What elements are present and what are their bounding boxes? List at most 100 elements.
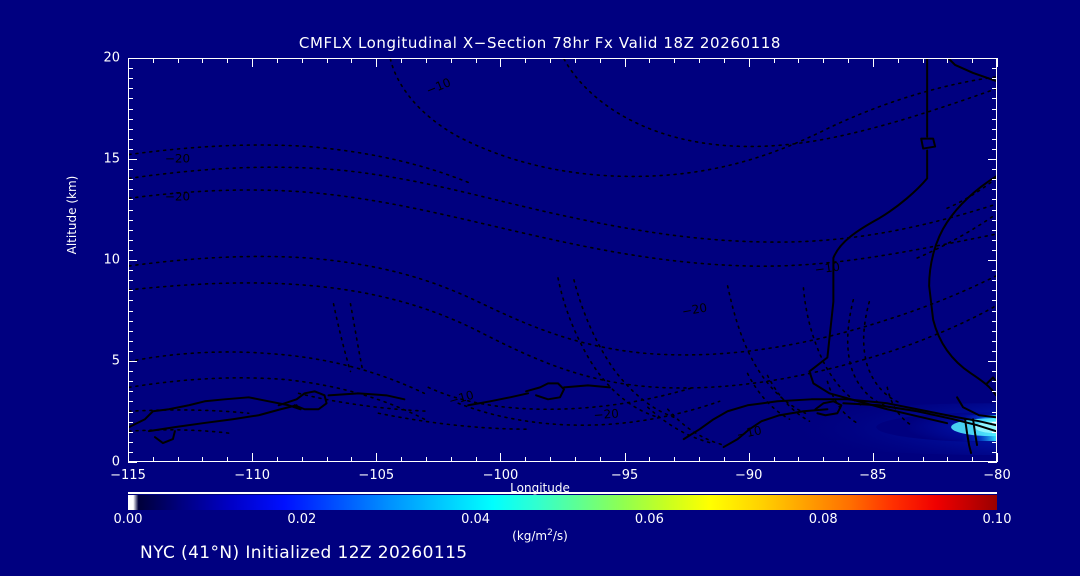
x-minor-tick-top [674, 58, 675, 63]
x-minor-tick-top [848, 58, 849, 63]
y-minor-tick [128, 149, 133, 150]
y-major-tick-right [988, 462, 997, 463]
x-minor-tick [898, 457, 899, 462]
y-minor-tick-right [992, 391, 997, 392]
x-minor-tick-top [351, 58, 352, 63]
y-minor-tick-right [992, 270, 997, 271]
x-tick-label: −95 [610, 468, 639, 483]
y-major-tick [128, 260, 137, 261]
y-minor-tick [128, 129, 133, 130]
y-minor-tick [128, 371, 133, 372]
y-minor-tick-right [992, 189, 997, 190]
x-major-tick [625, 453, 626, 462]
x-minor-tick-top [525, 58, 526, 63]
y-tick-label: 20 [103, 50, 120, 66]
y-minor-tick-right [992, 300, 997, 301]
y-minor-tick [128, 412, 133, 413]
y-tick-label: 5 [111, 353, 120, 369]
x-minor-tick-top [575, 58, 576, 63]
x-minor-tick [649, 457, 650, 462]
x-minor-tick [401, 457, 402, 462]
colorbar-tick-label: 0.06 [634, 512, 664, 527]
x-axis-title: Longitude [510, 481, 570, 495]
x-minor-tick-top [153, 58, 154, 63]
x-major-tick-top [873, 58, 874, 67]
x-major-tick [500, 453, 501, 462]
figure-footer: NYC (41°N) Initialized 12Z 20260115 [140, 543, 468, 563]
x-minor-tick [972, 457, 973, 462]
x-minor-tick-top [178, 58, 179, 63]
y-minor-tick [128, 78, 133, 79]
x-minor-tick [178, 457, 179, 462]
x-minor-tick-top [923, 58, 924, 63]
x-minor-tick [798, 457, 799, 462]
x-minor-tick [848, 457, 849, 462]
x-tick-label: −105 [358, 468, 395, 483]
y-minor-tick [128, 250, 133, 251]
y-minor-tick [128, 401, 133, 402]
y-minor-tick-right [992, 290, 997, 291]
y-minor-tick [128, 109, 133, 110]
y-minor-tick-right [992, 68, 997, 69]
x-minor-tick-top [451, 58, 452, 63]
x-minor-tick-top [202, 58, 203, 63]
x-minor-tick [202, 457, 203, 462]
y-minor-tick-right [992, 230, 997, 231]
x-minor-tick [227, 457, 228, 462]
x-major-tick-top [749, 58, 750, 67]
x-major-tick-top [376, 58, 377, 67]
y-major-tick [128, 58, 137, 59]
x-minor-tick-top [972, 58, 973, 63]
x-minor-tick [575, 457, 576, 462]
x-minor-tick-top [476, 58, 477, 63]
x-minor-tick-top [227, 58, 228, 63]
x-tick-label: −90 [734, 468, 763, 483]
colorbar-gradient [128, 495, 997, 510]
y-minor-tick [128, 68, 133, 69]
contour-label: −10 [814, 260, 841, 277]
y-minor-tick-right [992, 442, 997, 443]
x-tick-label: −115 [110, 468, 146, 483]
y-minor-tick-right [992, 179, 997, 180]
figure-title: CMFLX Longitudinal X−Section 78hr Fx Val… [298, 34, 782, 52]
y-minor-tick-right [992, 280, 997, 281]
contour-label: −20 [593, 406, 619, 422]
y-minor-tick-right [992, 321, 997, 322]
y-major-tick [128, 361, 137, 362]
x-minor-tick-top [426, 58, 427, 63]
y-minor-tick-right [992, 88, 997, 89]
y-tick-label: 10 [103, 252, 120, 268]
y-minor-tick-right [992, 351, 997, 352]
x-tick-label: −85 [859, 468, 887, 483]
x-major-tick [997, 453, 998, 462]
y-minor-tick-right [992, 341, 997, 342]
x-major-tick [749, 453, 750, 462]
y-minor-tick [128, 189, 133, 190]
x-minor-tick [550, 457, 551, 462]
y-minor-tick [128, 179, 133, 180]
y-minor-tick [128, 88, 133, 89]
y-minor-tick-right [992, 220, 997, 221]
x-tick-label: −80 [983, 468, 1011, 483]
x-minor-tick [451, 457, 452, 462]
colorbar-tick-label: 0.08 [808, 512, 838, 527]
x-minor-tick [302, 457, 303, 462]
y-minor-tick [128, 422, 133, 423]
contour-label: −20 [165, 151, 190, 165]
contour-label: −20 [681, 301, 708, 319]
y-minor-tick-right [992, 139, 997, 140]
contour-label: −10 [735, 423, 763, 442]
y-minor-tick [128, 280, 133, 281]
y-minor-tick-right [992, 452, 997, 453]
y-minor-tick [128, 452, 133, 453]
x-minor-tick [947, 457, 948, 462]
x-major-tick [376, 453, 377, 462]
cross-section-field: −20 −20 −10 −10 −20 −10 −20 −10 [129, 59, 996, 461]
x-major-tick [252, 453, 253, 462]
x-minor-tick [823, 457, 824, 462]
y-minor-tick [128, 139, 133, 140]
x-minor-tick [351, 457, 352, 462]
x-minor-tick-top [724, 58, 725, 63]
x-minor-tick [327, 457, 328, 462]
